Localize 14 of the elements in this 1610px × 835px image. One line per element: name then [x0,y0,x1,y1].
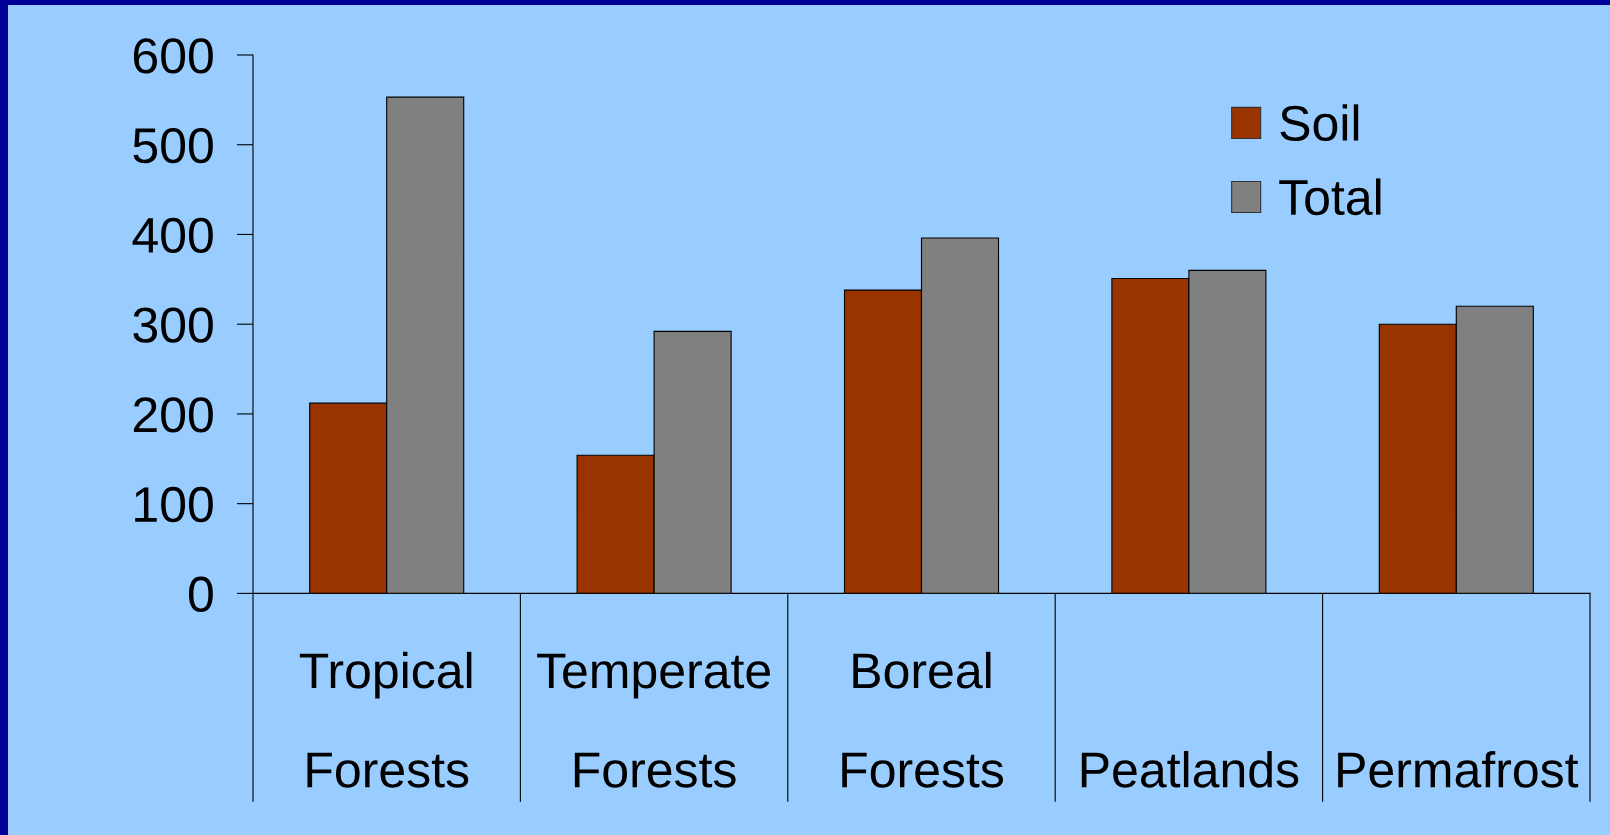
y-tick-label: 600 [133,38,213,74]
y-tick-label: 200 [133,397,213,433]
y-tick-label: 0 [188,576,213,613]
y-tick-label: 500 [133,127,213,164]
x-tick-label: Peatlands [1081,750,1299,788]
y-tick-label: 400 [132,217,213,254]
legend-label: Total [1279,178,1381,216]
x-tick-label: Permafrost [1338,751,1579,788]
legend-label: Soil [1280,104,1359,142]
y-tick-label: 100 [135,486,213,523]
x-tick-label: Tropical Forests [299,651,472,788]
category-label: Boreal Forests [842,651,1004,788]
y-tick-label: 300 [133,307,213,343]
x-tick-label: Temperate Forests [537,653,770,788]
